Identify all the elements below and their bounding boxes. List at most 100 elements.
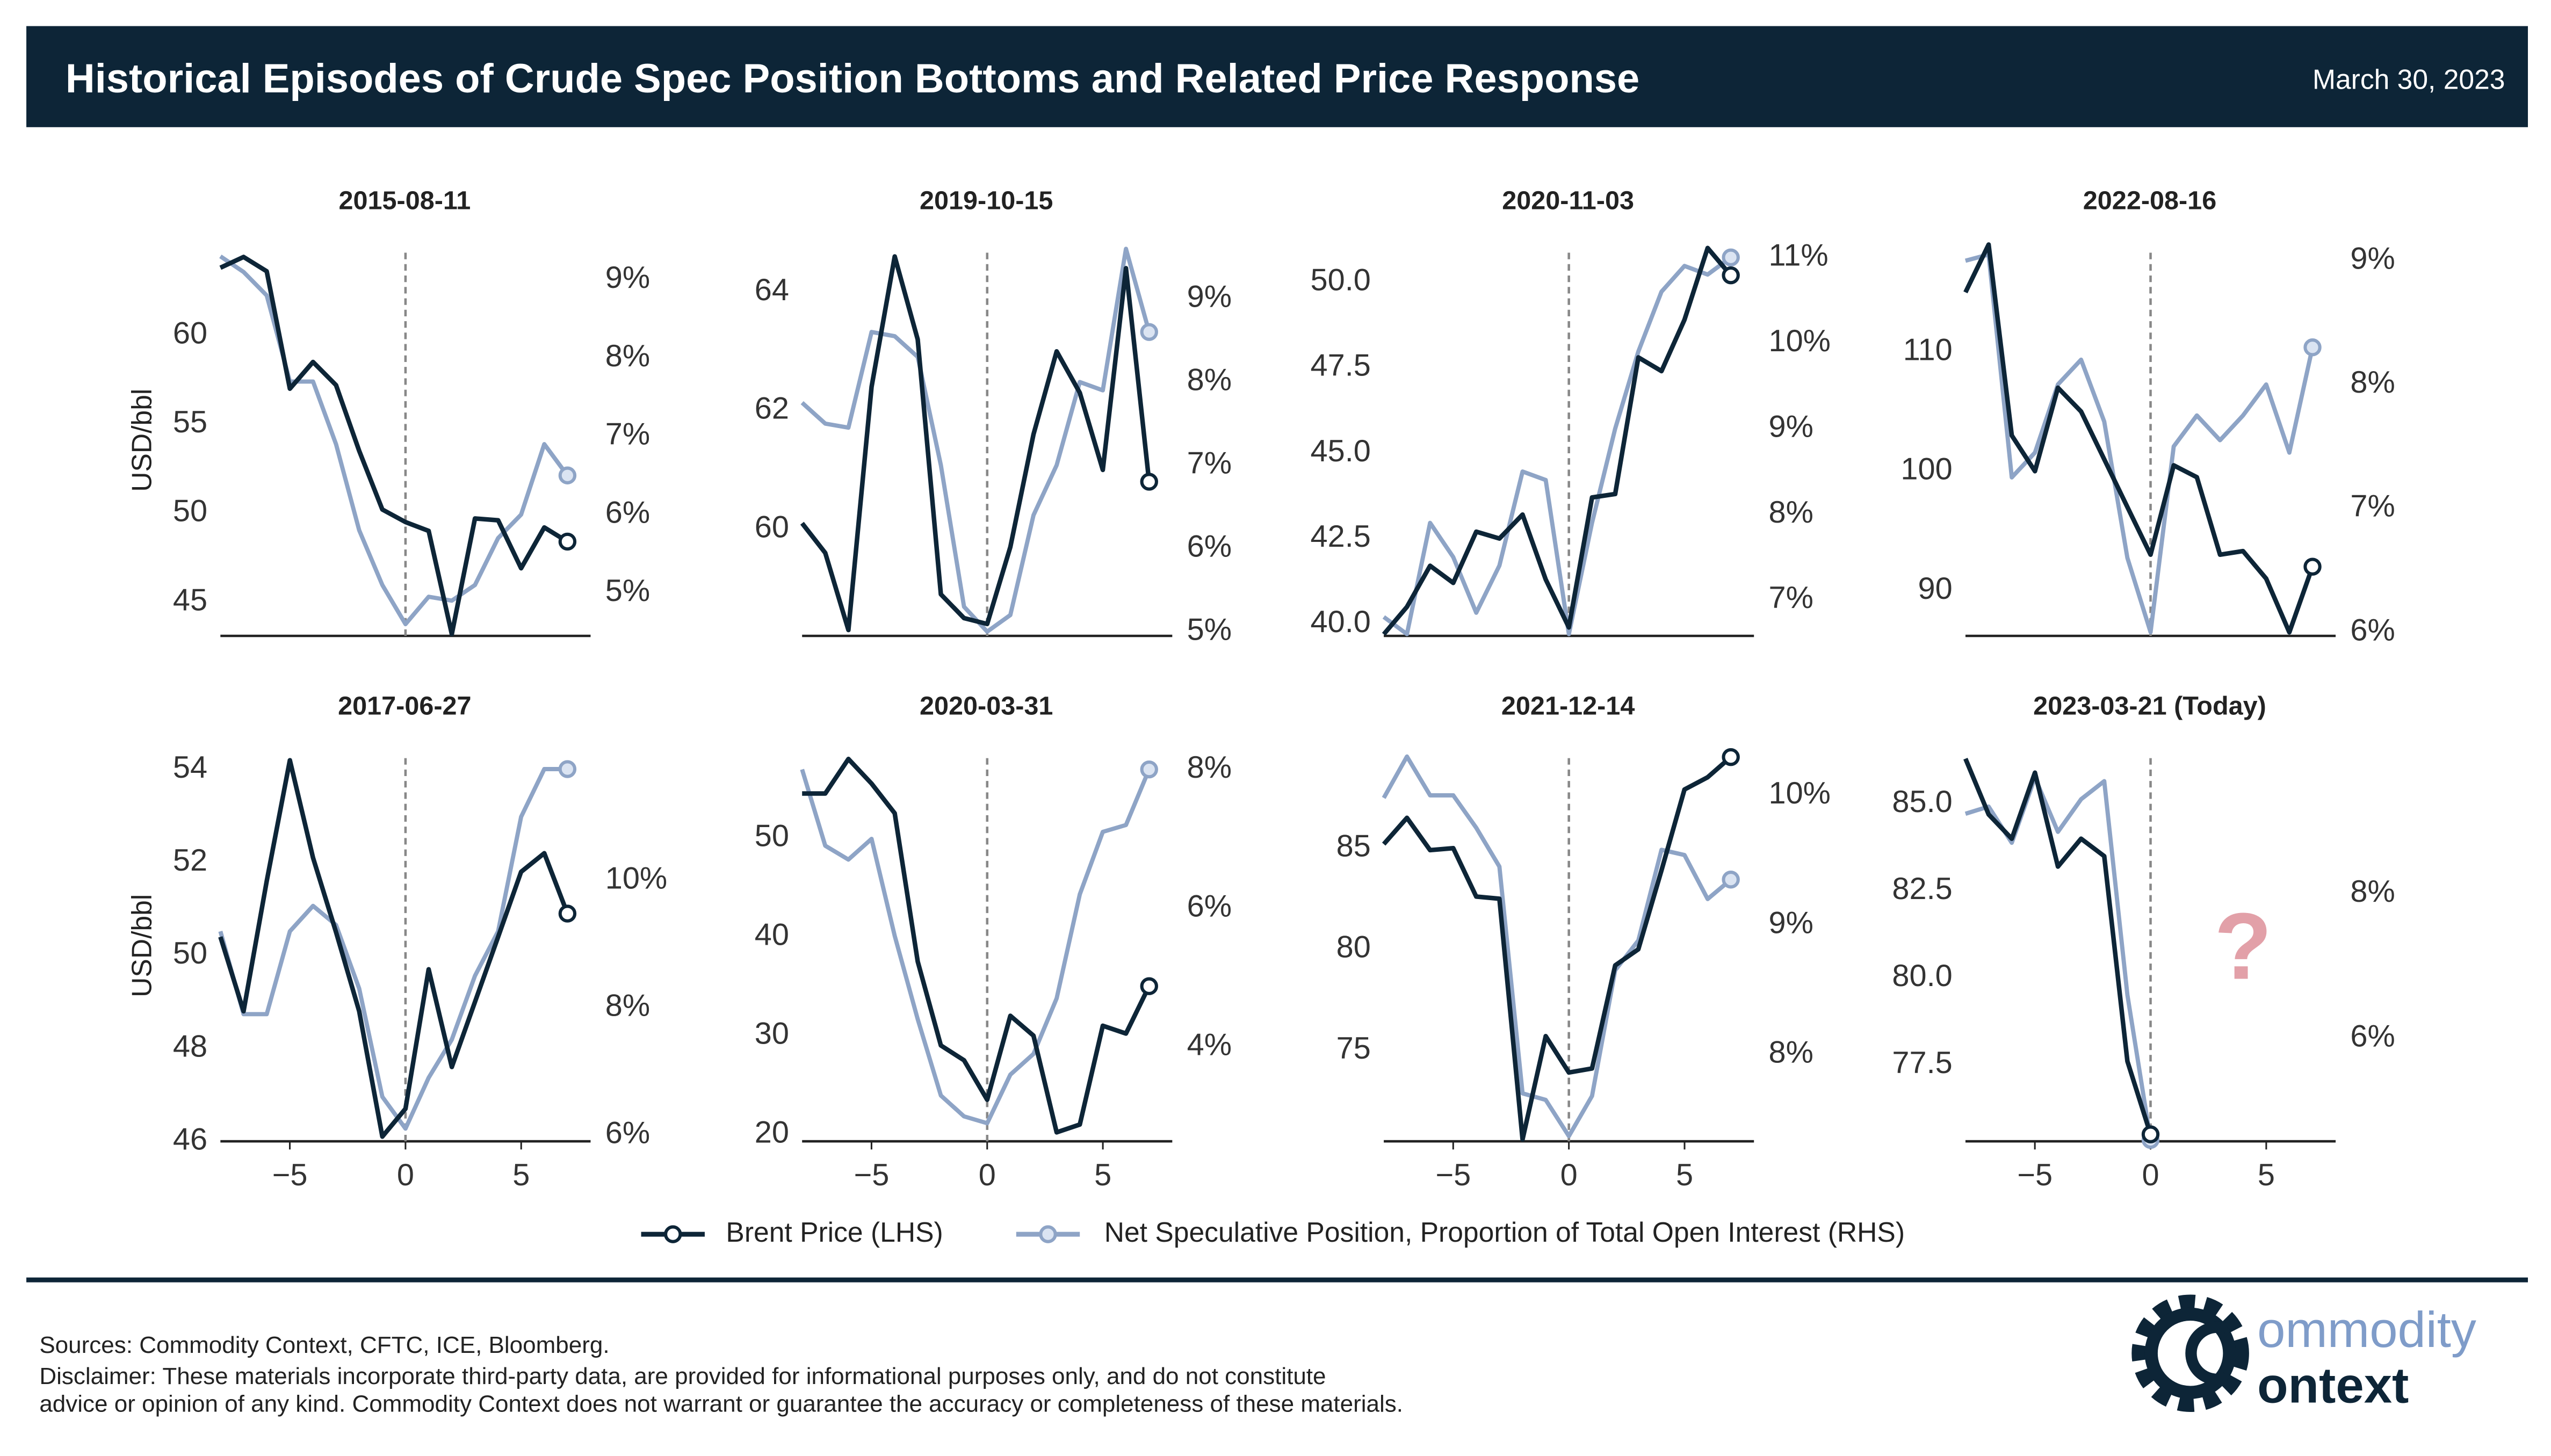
price-line: [219, 255, 569, 636]
y-tick-label: 110: [1903, 333, 1953, 367]
y-tick-label: 46: [173, 1122, 207, 1156]
y2-tick-label: 10%: [605, 861, 667, 896]
y-tick-label: 82.5: [1892, 872, 1952, 906]
price-end-marker: [1140, 977, 1158, 995]
panel-title: 2015-08-11: [338, 186, 471, 215]
price-end-marker: [558, 904, 577, 923]
y2-tick-label: 8%: [1769, 495, 1813, 530]
panel-title: 2020-03-31: [920, 691, 1053, 720]
y2-tick-label: 9%: [605, 260, 650, 295]
y-axis-label: USD/bbl: [126, 389, 157, 492]
spec-line: [1964, 775, 2153, 1140]
price-line: [802, 756, 1152, 1135]
spec-end-marker: [558, 466, 577, 484]
x-tick-label: −5: [272, 1158, 308, 1192]
header-bar: [26, 26, 2528, 127]
spec-line: [1964, 252, 2315, 634]
y-axis-label: USD/bbl: [126, 894, 157, 997]
spec-end-marker: [2303, 338, 2322, 357]
y-tick-label: 90: [1918, 571, 1953, 606]
annotation: ?: [2214, 894, 2272, 999]
price-line: [1963, 757, 2153, 1135]
y-tick-label: 40.0: [1311, 605, 1371, 639]
y2-tick-label: 5%: [605, 574, 650, 608]
page-date: March 30, 2023: [2312, 63, 2505, 95]
y2-tick-label: 9%: [1769, 409, 1813, 444]
y-tick-label: 75: [1336, 1031, 1371, 1066]
y-tick-label: 80.0: [1892, 959, 1952, 993]
logo-icon: [2131, 1294, 2249, 1412]
y2-tick-label: 7%: [2350, 489, 2395, 524]
panel-title: 2022-08-16: [2083, 186, 2216, 215]
y-tick-label: 30: [755, 1016, 789, 1051]
y-tick-label: 60: [755, 510, 789, 545]
y-tick-label: 80: [1336, 930, 1371, 965]
y2-tick-label: 8%: [1187, 750, 1232, 785]
spec-line: [1382, 256, 1732, 636]
y-tick-label: 85: [1336, 829, 1371, 863]
disclaimer: Disclaimer: These materials incorporate …: [39, 1363, 1326, 1389]
y2-tick-label: 8%: [1187, 363, 1232, 397]
y2-tick-label: 5%: [1187, 612, 1232, 647]
y-tick-label: 50: [173, 494, 207, 528]
y-tick-label: 60: [173, 316, 207, 351]
spec-end-marker: [558, 760, 577, 778]
y-tick-label: 47.5: [1311, 349, 1371, 383]
y-tick-label: 20: [755, 1115, 789, 1149]
spec-end-marker: [1722, 871, 1740, 889]
price-end-marker: [1140, 473, 1158, 491]
price-line: [1382, 755, 1732, 1142]
x-tick-label: −5: [2017, 1158, 2053, 1192]
price-line: [1382, 245, 1733, 636]
y-tick-label: 45.0: [1311, 434, 1371, 468]
y2-tick-label: 8%: [605, 339, 650, 373]
panel-title: 2017-06-27: [338, 691, 471, 720]
price-end-marker: [2303, 557, 2322, 576]
spec-end-marker: [1140, 323, 1158, 341]
y-tick-label: 54: [173, 750, 207, 785]
x-tick-label: 5: [2258, 1158, 2275, 1192]
legend-swatch: [664, 1225, 682, 1243]
x-tick-label: −5: [854, 1158, 890, 1192]
y-tick-label: 45: [173, 583, 207, 617]
y2-tick-label: 9%: [1769, 906, 1813, 940]
spec-end-marker: [1140, 760, 1158, 779]
y2-tick-label: 10%: [1769, 324, 1831, 358]
y2-tick-label: 7%: [1187, 446, 1232, 480]
y-tick-label: 42.5: [1311, 519, 1371, 554]
y2-tick-label: 8%: [1769, 1035, 1813, 1070]
panel-title: 2021-12-14: [1501, 691, 1635, 720]
legend-swatch: [1039, 1225, 1057, 1243]
y2-tick-label: 6%: [1187, 529, 1232, 563]
spec-line: [800, 769, 1151, 1126]
y2-tick-label: 7%: [1769, 581, 1813, 615]
legend-label: Net Speculative Position, Proportion of …: [1104, 1216, 1905, 1248]
panel-title: 2023-03-21 (Today): [2033, 691, 2266, 720]
price-end-marker: [2141, 1125, 2160, 1143]
y2-tick-label: 11%: [1769, 238, 1829, 273]
y-tick-label: 50: [173, 936, 207, 970]
price-end-marker: [558, 532, 577, 551]
y-tick-label: 50.0: [1311, 263, 1371, 298]
y2-tick-label: 6%: [605, 1115, 650, 1150]
y-tick-label: 55: [173, 405, 207, 439]
y2-tick-label: 6%: [1187, 889, 1232, 923]
disclaimer: advice or opinion of any kind. Commodity…: [39, 1391, 1403, 1417]
y-tick-label: 52: [173, 843, 207, 878]
spec-line: [1382, 754, 1732, 1139]
y-tick-label: 64: [755, 273, 789, 307]
logo-text: ontext: [2257, 1357, 2409, 1413]
y-tick-label: 77.5: [1892, 1046, 1952, 1080]
y2-tick-label: 7%: [605, 417, 650, 452]
price-line: [800, 254, 1152, 633]
spec-end-marker: [1722, 248, 1740, 266]
y2-tick-label: 4%: [1187, 1028, 1232, 1062]
logo-text: ommodity: [2257, 1301, 2476, 1358]
x-tick-label: 5: [1094, 1158, 1111, 1192]
spec-line: [218, 767, 568, 1131]
y-tick-label: 48: [173, 1029, 207, 1063]
x-tick-label: 5: [1676, 1158, 1693, 1192]
x-tick-label: 0: [979, 1158, 996, 1192]
x-tick-label: 0: [397, 1158, 414, 1192]
